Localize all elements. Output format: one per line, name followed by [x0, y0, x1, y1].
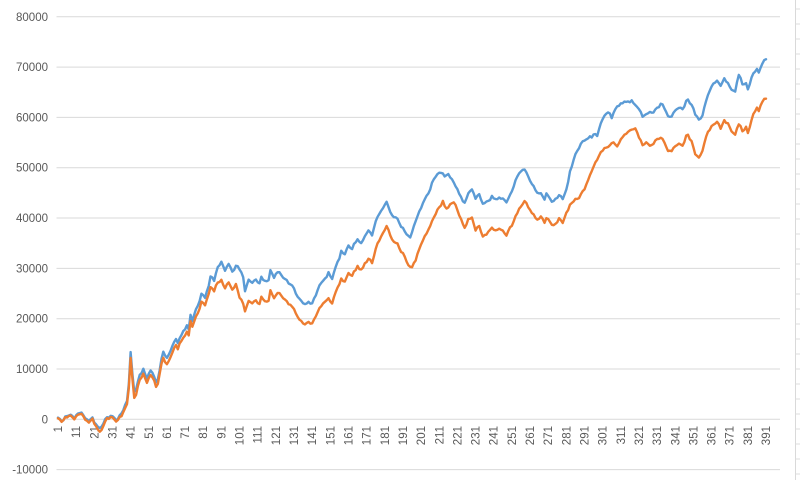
x-axis-tick-label[interactable]: 351 [688, 426, 700, 445]
x-axis-tick-label[interactable]: 271 [543, 426, 555, 445]
x-axis-tick-label[interactable]: 141 [307, 426, 319, 445]
x-axis-tick-label[interactable]: 121 [271, 426, 283, 445]
y-axis-tick-label[interactable]: 70000 [16, 62, 48, 74]
y-axis-tick-label[interactable]: 60000 [16, 112, 48, 124]
series-1-blue[interactable] [56, 58, 768, 430]
gridlines [56, 16, 780, 471]
x-axis-tick-label[interactable]: 71 [180, 426, 192, 439]
x-axis-tick-label[interactable]: 231 [471, 426, 483, 445]
x-axis-tick-label[interactable]: 321 [634, 426, 646, 445]
x-axis-tick-label[interactable]: 381 [743, 426, 755, 445]
series-2-orange[interactable] [56, 97, 768, 433]
x-axis-tick-label[interactable]: 161 [344, 426, 356, 445]
y-axis-tick-label[interactable]: 80000 [16, 12, 48, 24]
x-axis-tick-label[interactable]: 131 [289, 426, 301, 445]
x-axis-tick-label[interactable]: 301 [598, 426, 610, 445]
y-axis-tick-label[interactable]: -10000 [12, 465, 48, 477]
y-axis-tick-label[interactable]: 20000 [16, 314, 48, 326]
x-axis-labels[interactable]: 1 11 21 31 41 51 61 71 81 91 101 111 121 131 141 151 161… [53, 426, 773, 445]
x-axis-tick-label[interactable]: 211 [434, 426, 446, 444]
x-axis-tick-label[interactable]: 11 [71, 426, 83, 438]
x-axis-tick-label[interactable]: 361 [707, 426, 719, 445]
x-axis-tick-label[interactable]: 81 [198, 426, 210, 439]
x-axis-tick-label[interactable]: 311 [616, 426, 628, 444]
x-axis-tick-label[interactable]: 241 [489, 426, 501, 445]
y-axis-tick-label[interactable]: 0 [42, 414, 48, 426]
worksheet-edge [795, 0, 800, 480]
x-axis-tick-label[interactable]: 281 [561, 426, 573, 445]
x-axis-tick-label[interactable]: 251 [507, 426, 519, 445]
x-axis-tick-label[interactable]: 221 [452, 426, 464, 445]
y-axis-tick-label[interactable]: 40000 [16, 213, 48, 225]
x-axis-tick-label[interactable]: 191 [398, 426, 410, 445]
x-axis-tick-label[interactable]: 201 [416, 426, 428, 445]
x-axis-tick-label[interactable]: 101 [235, 426, 247, 445]
x-axis-tick-label[interactable]: 91 [216, 426, 228, 439]
chart-series[interactable] [56, 58, 768, 433]
y-axis-tick-label[interactable]: 30000 [16, 263, 48, 275]
x-axis-tick-label[interactable]: 1 [53, 426, 65, 432]
y-axis-labels[interactable]: 80000 70000 60000 50000 40000 30000 20000 10000… [12, 12, 48, 477]
x-axis-tick-label[interactable]: 261 [525, 426, 537, 445]
x-axis-tick-label[interactable]: 391 [761, 426, 773, 445]
x-axis-tick-label[interactable]: 181 [380, 426, 392, 445]
x-axis-tick-label[interactable]: 41 [126, 426, 138, 439]
x-axis-tick-label[interactable]: 341 [670, 426, 682, 445]
y-axis-tick-label[interactable]: 50000 [16, 163, 48, 175]
x-axis-tick-label[interactable]: 151 [325, 426, 337, 445]
x-axis-tick-label[interactable]: 371 [725, 426, 737, 445]
x-axis-tick-label[interactable]: 31 [108, 426, 120, 439]
x-axis-tick-label[interactable]: 51 [144, 426, 156, 439]
x-axis-tick-label[interactable]: 171 [362, 426, 374, 445]
x-axis-tick-label[interactable]: 291 [580, 426, 592, 445]
x-axis-tick-label[interactable]: 111 [253, 426, 265, 443]
x-axis-tick-label[interactable]: 61 [162, 426, 174, 439]
x-axis-tick-label[interactable]: 331 [652, 426, 664, 445]
y-axis-tick-label[interactable]: 10000 [16, 364, 48, 376]
